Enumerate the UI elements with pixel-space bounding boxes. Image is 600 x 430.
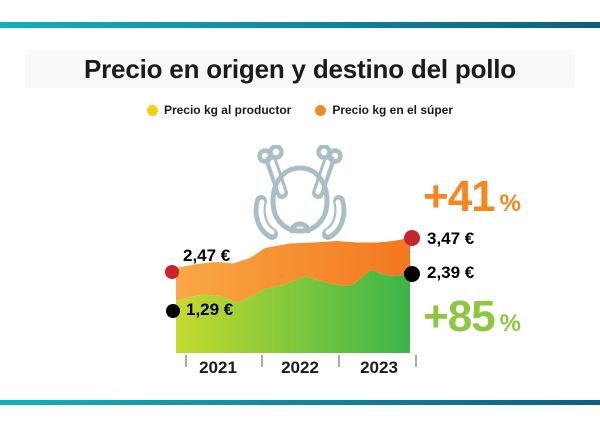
- roast-chicken-icon: [253, 145, 347, 240]
- producer-change-number: +85: [423, 292, 496, 341]
- super-change-number: +41: [423, 172, 496, 221]
- x-tick-label-2021: 2021: [199, 358, 237, 377]
- super-start-value-label: 2,47 €: [183, 246, 231, 265]
- producer-change-percentage: +85%: [423, 292, 521, 342]
- page-title: Precio en origen y destino del pollo: [84, 53, 516, 84]
- super-change-percentage: +41%: [423, 172, 521, 222]
- producer-start-value-label: 1,29 €: [186, 300, 234, 319]
- x-axis-ticks: [185, 355, 417, 367]
- super-change-unit: %: [499, 190, 521, 217]
- title-band: Precio en origen y destino del pollo: [25, 50, 575, 88]
- legend-label-producer: Precio kg al productor: [163, 103, 292, 117]
- x-tick-label-2022: 2022: [281, 358, 319, 377]
- x-tick-label-2023: 2023: [360, 358, 398, 377]
- producer-end-value-label: 2,39 €: [427, 263, 475, 282]
- super-end-marker-dot: [404, 230, 420, 246]
- legend-item-producer: Precio kg al productor: [146, 103, 292, 117]
- area-super-price: [176, 238, 410, 303]
- legend-item-super: Precio kg en el súper: [315, 103, 453, 117]
- bottom-divider-bar: [0, 400, 600, 405]
- area-producer-price: [176, 270, 410, 353]
- producer-start-marker-dot: [166, 304, 180, 318]
- producer-change-unit: %: [499, 310, 521, 337]
- yellow-dot-icon: [146, 104, 158, 116]
- legend-label-super: Precio kg en el súper: [332, 103, 454, 117]
- super-end-value-label: 3,47 €: [427, 229, 475, 248]
- top-divider-bar: [0, 22, 600, 28]
- producer-end-marker-dot: [404, 266, 420, 282]
- super-start-marker-dot: [165, 265, 179, 279]
- chart-legend: Precio kg al productor Precio kg en el s…: [0, 103, 600, 117]
- orange-dot-icon: [315, 104, 327, 116]
